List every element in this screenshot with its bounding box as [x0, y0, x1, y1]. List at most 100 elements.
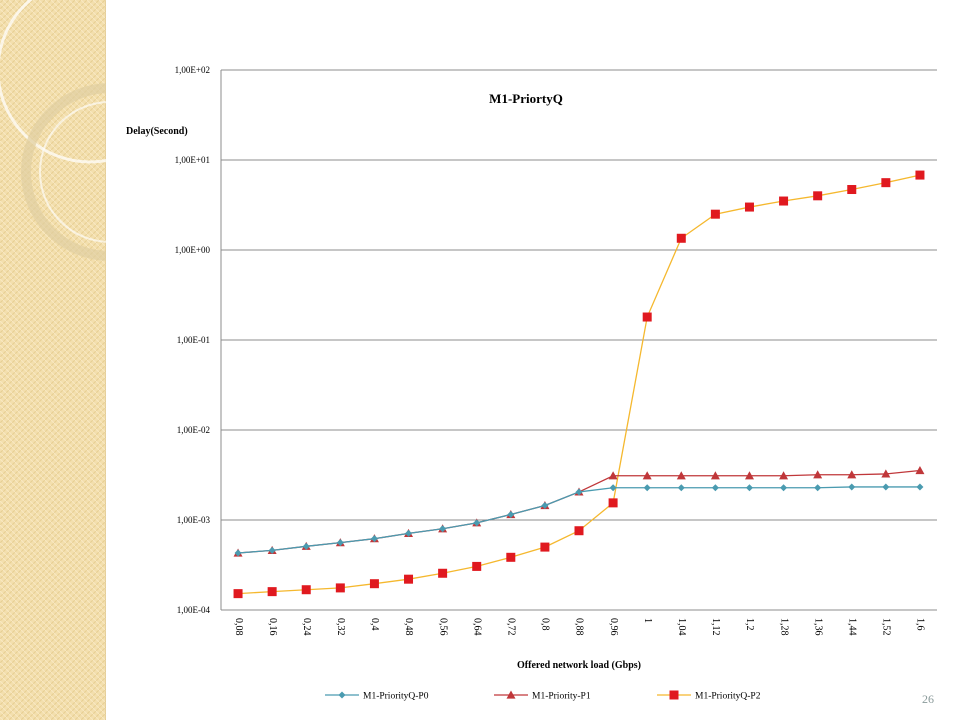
data-point [574, 526, 584, 536]
data-point [643, 484, 651, 492]
x-tick-label: 1,04 [676, 618, 687, 636]
data-point [608, 498, 618, 508]
x-tick-label: 0,32 [335, 618, 346, 636]
page-number: 26 [922, 692, 934, 706]
data-point [439, 525, 447, 533]
data-point [711, 484, 719, 492]
y-tick-label: 1,00E-04 [177, 605, 211, 615]
data-point [608, 471, 618, 480]
legend-label: M1-Priority-P1 [532, 692, 591, 702]
data-point [915, 170, 925, 180]
x-tick-label: 0,4 [369, 618, 380, 631]
legend-marker [669, 690, 679, 700]
x-tick-label: 1,44 [846, 618, 857, 636]
x-tick-label: 1,12 [710, 618, 721, 636]
data-point [404, 574, 414, 584]
x-tick-label: 0,8 [540, 618, 551, 631]
data-point [267, 587, 277, 597]
y-tick-label: 1,00E-03 [177, 515, 211, 525]
x-tick-label: 1,36 [812, 618, 823, 636]
data-point [780, 484, 788, 492]
y-tick-label: 1,00E+02 [175, 65, 210, 75]
data-point [405, 529, 413, 537]
y-tick-label: 1,00E-02 [177, 425, 210, 435]
data-point [744, 471, 754, 480]
data-point [234, 549, 242, 557]
x-tick-label: 0,08 [233, 618, 244, 636]
x-tick-label: 0,64 [471, 618, 482, 636]
x-tick-label: 0,96 [608, 618, 619, 636]
data-point [233, 589, 243, 599]
legend-item: M1-Priority-P1 [494, 690, 591, 702]
y-tick-label: 1,00E+00 [175, 245, 211, 255]
data-point [881, 178, 891, 188]
x-axis-title: Offered network load (Gbps) [517, 660, 641, 671]
x-tick-label: 1,6 [915, 618, 926, 631]
data-point [710, 209, 720, 219]
data-point [710, 471, 720, 480]
legend-marker [338, 691, 346, 699]
x-tick-label: 0,24 [301, 618, 312, 636]
series-2 [233, 170, 925, 599]
x-tick-label: 1 [642, 618, 653, 623]
data-point [507, 511, 515, 519]
legend: M1-PriorityQ-P0 M1-Priority-P1 M1-Priority… [325, 690, 761, 702]
x-tick-label: 0,48 [403, 618, 414, 636]
legend-item: M1-PriorityQ-P2 [657, 690, 761, 702]
data-point [642, 471, 652, 480]
series-0 [234, 483, 924, 557]
data-point [847, 185, 857, 195]
data-point [814, 484, 822, 492]
data-point [813, 191, 823, 201]
data-point [541, 501, 549, 509]
data-point [882, 483, 890, 491]
data-point [335, 583, 345, 593]
data-point [676, 471, 686, 480]
data-point [540, 542, 550, 552]
data-point [881, 469, 891, 478]
data-point [506, 552, 516, 562]
x-tick-label: 0,56 [437, 618, 448, 636]
data-point [847, 470, 857, 479]
data-point [301, 585, 311, 595]
x-tick-label: 1,2 [744, 618, 755, 631]
data-point [779, 196, 789, 206]
x-tick-label: 0,88 [574, 618, 585, 636]
decorative-side-strip [0, 0, 106, 720]
data-point [575, 488, 583, 496]
x-tick-label: 1,28 [778, 618, 789, 636]
x-tick-label: 0,72 [506, 618, 517, 636]
legend-label: M1-PriorityQ-P2 [695, 692, 761, 702]
data-point [336, 539, 344, 547]
data-point [609, 484, 617, 492]
gridlines [220, 69, 937, 611]
data-point [473, 519, 481, 527]
data-point [848, 483, 856, 491]
y-tick-labels: 1,00E-04 1,00E-03 1,00E-02 1,00E-01 1,00E+00… [175, 65, 211, 615]
data-point [745, 484, 753, 492]
y-tick-label: 1,00E+01 [175, 155, 210, 165]
chart-title: M1-PriortyQ [489, 91, 563, 106]
x-tick-label: 0,16 [267, 618, 278, 636]
x-tick-labels: 0,08 0,16 0,24 0,32 0,4 0,48 0,56 0,64 0,72 0,8 0,… [233, 618, 926, 636]
y-tick-label: 1,00E-01 [177, 335, 210, 345]
data-point [370, 535, 378, 543]
legend-item: M1-PriorityQ-P0 [325, 691, 429, 702]
data-point [744, 202, 754, 212]
legend-label: M1-PriorityQ-P0 [363, 692, 429, 702]
data-point [676, 233, 686, 243]
data-point [915, 465, 925, 475]
legend-marker [506, 690, 516, 699]
data-point [369, 579, 379, 589]
data-point [916, 483, 924, 491]
data-point [302, 542, 310, 550]
x-tick-label: 1,52 [881, 618, 892, 636]
data-point [642, 312, 652, 322]
y-axis-title: Delay(Second) [126, 126, 188, 137]
data-point [438, 568, 448, 578]
data-point [677, 484, 685, 492]
data-point [268, 546, 276, 554]
data-point [779, 471, 789, 480]
